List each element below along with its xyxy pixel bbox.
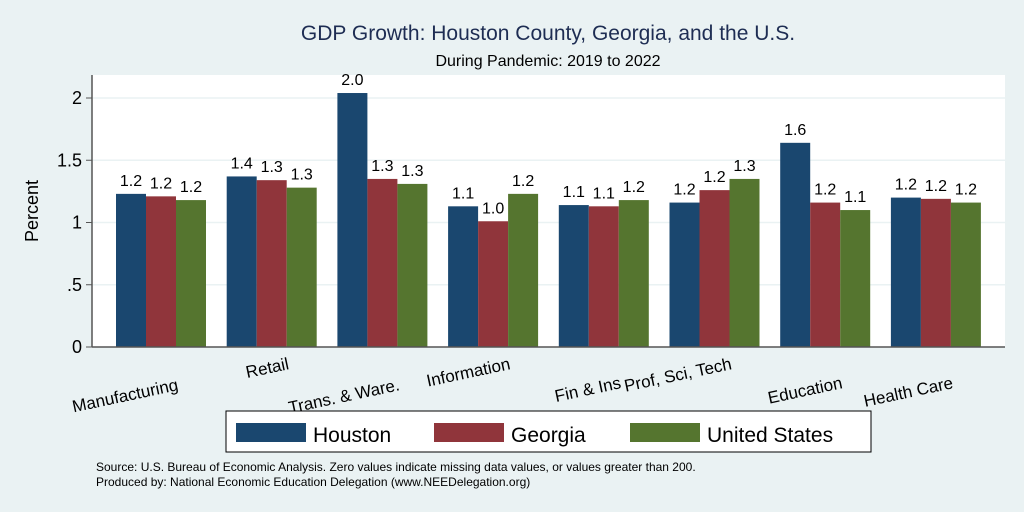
bar-value-label: 1.2 xyxy=(925,178,947,195)
y-tick-label: 1 xyxy=(72,213,82,233)
bar-united-states xyxy=(508,193,539,347)
bar-value-label: 1.2 xyxy=(703,169,725,186)
legend-box xyxy=(225,410,872,453)
bar-georgia xyxy=(810,202,841,347)
producer-note: Produced by: National Economic Education… xyxy=(96,475,530,489)
chart-title: GDP Growth: Houston County, Georgia, and… xyxy=(301,22,795,45)
data-labels: 1.2 1.2 1.2 1.4 1.3 1.3 2.0 1.3 1.3 1.1 1.0 1.2 1.1 1… xyxy=(120,72,977,217)
y-tick-label: 1.5 xyxy=(57,150,82,170)
bar-georgia xyxy=(256,180,287,347)
bar-united-states xyxy=(729,178,760,347)
x-category-label: Prof, Sci, Tech xyxy=(622,354,733,395)
y-tick-label: 0 xyxy=(72,337,82,357)
legend-label: Georgia xyxy=(511,424,586,447)
bar-value-label: 1.2 xyxy=(895,177,917,194)
bar-value-label: 1.2 xyxy=(673,182,695,199)
x-category-label: Retail xyxy=(244,354,290,382)
bar-value-label: 1.6 xyxy=(784,122,806,139)
bar-united-states xyxy=(286,187,317,347)
bar-georgia xyxy=(699,190,730,347)
bar-value-label: 1.2 xyxy=(180,179,202,196)
bar-value-label: 2.0 xyxy=(341,72,363,89)
bar-value-label: 1.0 xyxy=(482,200,504,217)
bar-united-states xyxy=(176,200,206,347)
x-category-label: Education xyxy=(766,373,844,407)
bar-value-label: 1.2 xyxy=(120,173,142,190)
bar-houston xyxy=(116,193,146,347)
x-category-label: Health Care xyxy=(862,373,955,410)
legend-swatch-georgia xyxy=(434,423,504,442)
bar-value-label: 1.1 xyxy=(563,184,585,201)
bar-united-states xyxy=(950,202,981,347)
bar-houston xyxy=(669,202,700,347)
y-tick-label: .5 xyxy=(67,275,82,295)
bar-value-label: 1.2 xyxy=(150,175,172,192)
bar-georgia xyxy=(588,206,619,347)
bar-value-label: 1.2 xyxy=(623,179,645,196)
bar-houston xyxy=(780,142,811,347)
bar-houston xyxy=(226,176,257,347)
bar-value-label: 1.1 xyxy=(452,185,474,202)
bar-value-label: 1.2 xyxy=(814,182,836,199)
x-category-label: Information xyxy=(425,354,512,390)
bar-united-states xyxy=(397,183,428,347)
x-category-label: Manufacturing xyxy=(71,375,180,416)
bar-houston xyxy=(890,197,921,347)
bars xyxy=(116,93,981,348)
chart-subtitle: During Pandemic: 2019 to 2022 xyxy=(435,53,660,70)
bar-value-label: 1.3 xyxy=(401,163,423,180)
bar-united-states xyxy=(840,210,871,347)
bar-value-label: 1.2 xyxy=(512,173,534,190)
bar-value-label: 1.1 xyxy=(593,185,615,202)
legend-label: United States xyxy=(707,424,833,447)
bar-value-label: 1.3 xyxy=(261,159,283,176)
legend-swatch-united-states xyxy=(630,423,700,442)
bar-value-label: 1.3 xyxy=(291,167,313,184)
x-category-label: Fin & Ins xyxy=(553,373,623,406)
bar-value-label: 1.4 xyxy=(231,155,253,172)
bar-georgia xyxy=(478,221,509,347)
bar-value-label: 1.1 xyxy=(844,189,866,206)
source-note: Source: U.S. Bureau of Economic Analysis… xyxy=(96,460,696,474)
bar-value-label: 1.3 xyxy=(733,158,755,175)
bar-houston xyxy=(448,206,479,347)
bar-value-label: 1.2 xyxy=(955,182,977,199)
bar-georgia xyxy=(367,178,398,347)
legend: Houston Georgia United States xyxy=(225,410,872,453)
y-axis-ticks: 0 .5 1 1.5 2 xyxy=(57,88,92,357)
legend-label: Houston xyxy=(313,424,391,447)
legend-swatch-houston xyxy=(236,423,306,442)
bar-houston xyxy=(337,93,368,348)
bar-georgia xyxy=(920,198,951,347)
bar-georgia xyxy=(146,196,176,347)
y-axis-label: Percent xyxy=(22,180,42,242)
bar-value-label: 1.3 xyxy=(371,158,393,175)
y-tick-label: 2 xyxy=(72,88,82,108)
bar-united-states xyxy=(618,200,649,347)
bar-houston xyxy=(558,205,589,347)
